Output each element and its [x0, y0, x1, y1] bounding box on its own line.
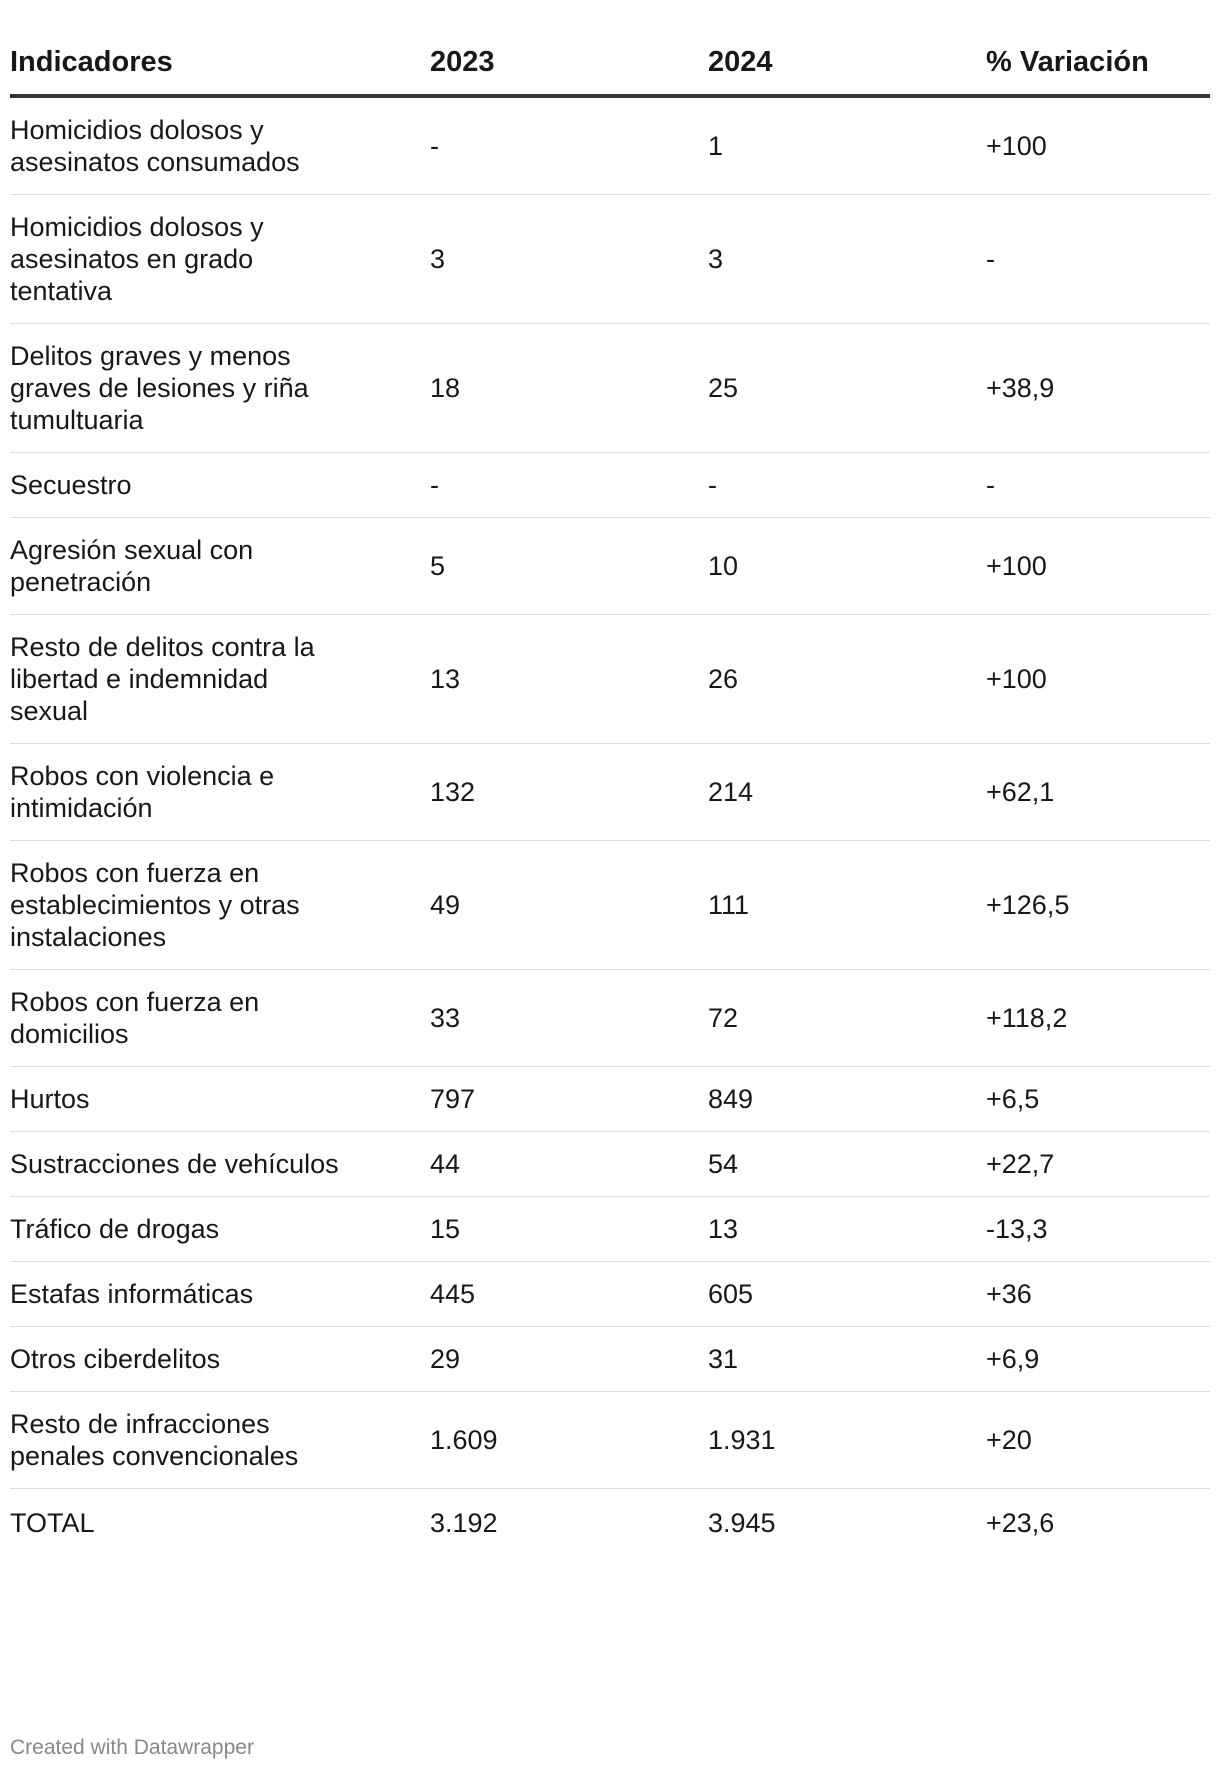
- column-header-2024: 2024: [708, 34, 986, 98]
- value-2024-cell: 26: [708, 614, 986, 744]
- value-2023-cell: 3.192: [430, 1508, 498, 1538]
- variation-cell: +6,5: [986, 1066, 1210, 1132]
- value-2023-cell: 5: [430, 517, 708, 615]
- value-2024-cell: 13: [708, 1196, 986, 1262]
- variation-cell: +62,1: [986, 743, 1210, 841]
- value-2023-cell: 29: [430, 1326, 708, 1392]
- value-2023-cell: 49: [430, 840, 708, 970]
- table-header: Indicadores 2023 2024 % Variación: [10, 34, 1210, 98]
- variation-cell: +126,5: [986, 840, 1210, 970]
- indicator-cell: Resto de delitos contra la libertad e in…: [10, 614, 430, 744]
- value-2023-cell: 13: [430, 614, 708, 744]
- variation-cell: +36: [986, 1261, 1210, 1327]
- indicator-cell: Robos con fuerza en domicilios: [10, 969, 430, 1067]
- indicator-cell: Otros ciberdelitos: [10, 1326, 430, 1392]
- value-2023-cell: -: [430, 452, 708, 518]
- table-row: Tráfico de drogas 15 13 -13,3: [10, 1196, 1210, 1262]
- variation-cell: +22,7: [986, 1131, 1210, 1197]
- value-2024-cell: 3.945: [708, 1508, 776, 1538]
- column-header-variacion: % Variación: [986, 34, 1210, 98]
- value-2024-cell: 31: [708, 1326, 986, 1392]
- variation-cell: +100: [986, 96, 1210, 195]
- value-2024-cell: -: [708, 452, 986, 518]
- indicator-cell: Tráfico de drogas: [10, 1196, 430, 1262]
- table-row: Agresión sexual con penetración 5 10 +100: [10, 517, 1210, 615]
- value-2023-cell: 445: [430, 1261, 708, 1327]
- table-row: Homicidios dolosos y asesinatos consumad…: [10, 96, 1210, 195]
- value-2024-cell: 25: [708, 323, 986, 453]
- indicator-cell: Hurtos: [10, 1066, 430, 1132]
- value-2024-cell: 214: [708, 743, 986, 841]
- indicator-cell: Robos con fuerza en establecimientos y o…: [10, 840, 430, 970]
- value-2023-cell: 15: [430, 1196, 708, 1262]
- table-row: Delitos graves y menos graves de lesione…: [10, 323, 1210, 453]
- value-2024-cell: 72: [708, 969, 986, 1067]
- value-2024-cell: 10: [708, 517, 986, 615]
- variation-cell: +100: [986, 614, 1210, 744]
- variation-cell: +20: [986, 1391, 1210, 1489]
- table-row: Otros ciberdelitos 29 31 +6,9: [10, 1326, 1210, 1392]
- total-row: TOTAL 3.192 3.945 +23,6: [10, 1489, 1210, 1556]
- indicator-cell: Robos con violencia e intimidación: [10, 743, 430, 841]
- variation-cell: +6,9: [986, 1326, 1210, 1392]
- value-2023-cell: 33: [430, 969, 708, 1067]
- table-row: Hurtos 797 849 +6,5: [10, 1066, 1210, 1132]
- column-header-indicadores: Indicadores: [10, 34, 430, 98]
- table-row: Robos con fuerza en domicilios 33 72 +118,2: [10, 969, 1210, 1067]
- value-2023-cell: 18: [430, 323, 708, 453]
- value-2023-cell: 3: [430, 194, 708, 324]
- table-row: Sustracciones de vehículos 44 54 +22,7: [10, 1131, 1210, 1197]
- table-row: Resto de infracciones penales convencion…: [10, 1391, 1210, 1489]
- indicator-cell: Estafas informáticas: [10, 1261, 430, 1327]
- table-row: Secuestro - - -: [10, 452, 1210, 518]
- table-row: Robos con violencia e intimidación 132 214…: [10, 743, 1210, 841]
- indicator-cell: Secuestro: [10, 452, 430, 518]
- indicator-cell: Delitos graves y menos graves de lesione…: [10, 323, 430, 453]
- crime-statistics-table: Indicadores 2023 2024 % Variación Homici…: [10, 34, 1210, 1555]
- indicator-cell: Homicidios dolosos y asesinatos consumad…: [10, 96, 430, 195]
- table-row: Robos con fuerza en establecimientos y o…: [10, 840, 1210, 970]
- variation-cell: +23,6: [986, 1508, 1055, 1538]
- table-body: Homicidios dolosos y asesinatos consumad…: [10, 96, 1210, 1555]
- table-row: Homicidios dolosos y asesinatos en grado…: [10, 194, 1210, 324]
- value-2024-cell: 605: [708, 1261, 986, 1327]
- variation-cell: +38,9: [986, 323, 1210, 453]
- indicator-cell: TOTAL: [10, 1508, 95, 1538]
- variation-cell: -13,3: [986, 1196, 1210, 1262]
- value-2024-cell: 849: [708, 1066, 986, 1132]
- value-2024-cell: 54: [708, 1131, 986, 1197]
- value-2023-cell: 44: [430, 1131, 708, 1197]
- table-row: Resto de delitos contra la libertad e in…: [10, 614, 1210, 744]
- variation-cell: +100: [986, 517, 1210, 615]
- variation-cell: +118,2: [986, 969, 1210, 1067]
- datawrapper-credit: Created with Datawrapper: [10, 1736, 254, 1759]
- value-2023-cell: -: [430, 96, 708, 195]
- value-2024-cell: 3: [708, 194, 986, 324]
- variation-cell: -: [986, 194, 1210, 324]
- table-row: Estafas informáticas 445 605 +36: [10, 1261, 1210, 1327]
- value-2023-cell: 132: [430, 743, 708, 841]
- value-2024-cell: 1: [708, 96, 986, 195]
- value-2024-cell: 1.931: [708, 1391, 986, 1489]
- indicator-cell: Sustracciones de vehículos: [10, 1131, 430, 1197]
- value-2023-cell: 1.609: [430, 1391, 708, 1489]
- value-2024-cell: 111: [708, 840, 986, 970]
- value-2023-cell: 797: [430, 1066, 708, 1132]
- column-header-2023: 2023: [430, 34, 708, 98]
- indicator-cell: Homicidios dolosos y asesinatos en grado…: [10, 194, 430, 324]
- indicator-cell: Resto de infracciones penales convencion…: [10, 1391, 430, 1489]
- indicator-cell: Agresión sexual con penetración: [10, 517, 430, 615]
- variation-cell: -: [986, 452, 1210, 518]
- header-row: Indicadores 2023 2024 % Variación: [10, 34, 1210, 98]
